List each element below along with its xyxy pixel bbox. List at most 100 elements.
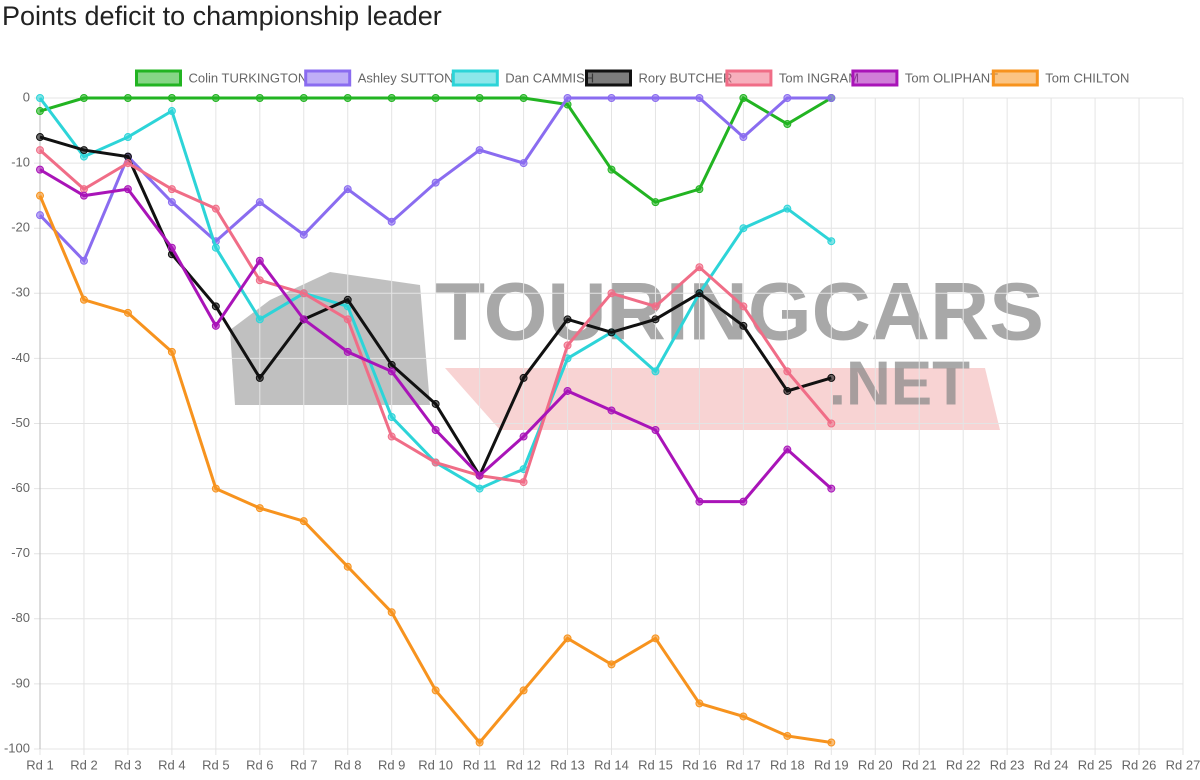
- data-point: [783, 386, 792, 395]
- data-point: [651, 198, 660, 207]
- data-point: [36, 191, 44, 200]
- legend-label: Colin TURKINGTON: [189, 70, 308, 85]
- data-point: [739, 94, 748, 102]
- data-point: [79, 94, 88, 102]
- data-point: [563, 386, 572, 395]
- data-point: [651, 367, 660, 376]
- data-point: [827, 94, 836, 102]
- data-point: [651, 426, 660, 435]
- data-point: [211, 321, 220, 330]
- data-point: [695, 94, 704, 102]
- data-point: [79, 256, 88, 265]
- data-point: [739, 302, 748, 311]
- x-tick-label: Rd 21: [902, 757, 937, 772]
- data-point: [79, 295, 88, 304]
- x-tick-label: Rd 24: [1034, 757, 1069, 772]
- data-point: [431, 426, 440, 435]
- data-point: [255, 373, 264, 382]
- data-point: [739, 497, 748, 506]
- watermark: TOURINGCARS: [435, 267, 1044, 358]
- legend-swatch: [135, 69, 182, 87]
- x-tick-label: Rd 18: [770, 757, 805, 772]
- x-tick-label: Rd 2: [70, 757, 97, 772]
- data-point: [299, 517, 308, 526]
- y-tick-label: 0: [23, 89, 30, 104]
- y-tick-label: -40: [11, 350, 30, 365]
- x-tick-label: Rd 1: [26, 757, 53, 772]
- data-point: [211, 302, 220, 311]
- y-tick-label: -20: [11, 220, 30, 235]
- data-point: [79, 146, 88, 155]
- data-point: [783, 445, 792, 454]
- data-point: [431, 458, 440, 467]
- y-tick-label: -50: [11, 415, 30, 430]
- x-tick-label: Rd 25: [1078, 757, 1113, 772]
- data-point: [607, 660, 616, 669]
- x-tick-label: Rd 15: [638, 757, 673, 772]
- data-point: [695, 289, 704, 298]
- data-point: [607, 94, 616, 102]
- x-tick-label: Rd 11: [463, 757, 497, 772]
- data-point: [563, 315, 572, 324]
- x-tick-label: Rd 4: [158, 757, 185, 772]
- data-point: [123, 159, 132, 168]
- data-point: [739, 321, 748, 330]
- x-tick-label: Rd 12: [506, 757, 541, 772]
- data-point: [607, 328, 616, 337]
- legend-swatch: [304, 69, 352, 87]
- data-point: [519, 373, 528, 382]
- legend-swatch: [585, 69, 632, 87]
- data-point: [123, 308, 132, 317]
- data-point: [211, 243, 220, 252]
- data-point: [475, 94, 484, 102]
- data-point: [739, 133, 748, 142]
- data-point: [695, 497, 704, 506]
- legend-swatch: [851, 69, 899, 87]
- data-point: [475, 484, 484, 493]
- x-tick-label: Rd 14: [594, 757, 629, 772]
- data-point: [123, 94, 132, 102]
- x-tick-label: Rd 16: [682, 757, 717, 772]
- data-point: [123, 152, 132, 161]
- data-point: [387, 360, 396, 369]
- data-point: [827, 419, 836, 428]
- data-point: [167, 94, 176, 102]
- data-point: [431, 686, 440, 695]
- data-point: [387, 412, 396, 421]
- data-point: [36, 146, 44, 155]
- y-tick-label: -100: [4, 740, 30, 755]
- data-point: [211, 204, 220, 213]
- x-tick-label: Rd 9: [378, 757, 405, 772]
- data-point: [36, 165, 44, 174]
- x-tick-label: Rd 17: [726, 757, 761, 772]
- data-point: [36, 211, 44, 220]
- data-point: [827, 237, 836, 246]
- data-point: [343, 94, 352, 102]
- y-tick-label: -30: [11, 285, 30, 300]
- data-point: [519, 686, 528, 695]
- legend-label: Rory BUTCHER: [639, 70, 733, 85]
- x-tick-label: Rd 13: [550, 757, 585, 772]
- legend-swatch: [991, 69, 1039, 87]
- data-point: [607, 289, 616, 298]
- data-point: [651, 634, 660, 643]
- data-point: [343, 315, 352, 324]
- data-point: [827, 484, 836, 493]
- data-point: [255, 198, 264, 207]
- data-point: [167, 185, 176, 194]
- data-point: [431, 178, 440, 187]
- data-point: [211, 484, 220, 493]
- legend-label: Dan CAMMISH: [505, 70, 594, 85]
- data-point: [255, 315, 264, 324]
- data-point: [211, 94, 220, 102]
- data-point: [36, 133, 44, 142]
- data-point: [651, 302, 660, 311]
- data-point: [343, 185, 352, 194]
- data-point: [519, 94, 528, 102]
- data-point: [563, 634, 572, 643]
- data-point: [299, 230, 308, 239]
- data-point: [783, 731, 792, 740]
- data-point: [387, 94, 396, 102]
- data-point: [607, 406, 616, 415]
